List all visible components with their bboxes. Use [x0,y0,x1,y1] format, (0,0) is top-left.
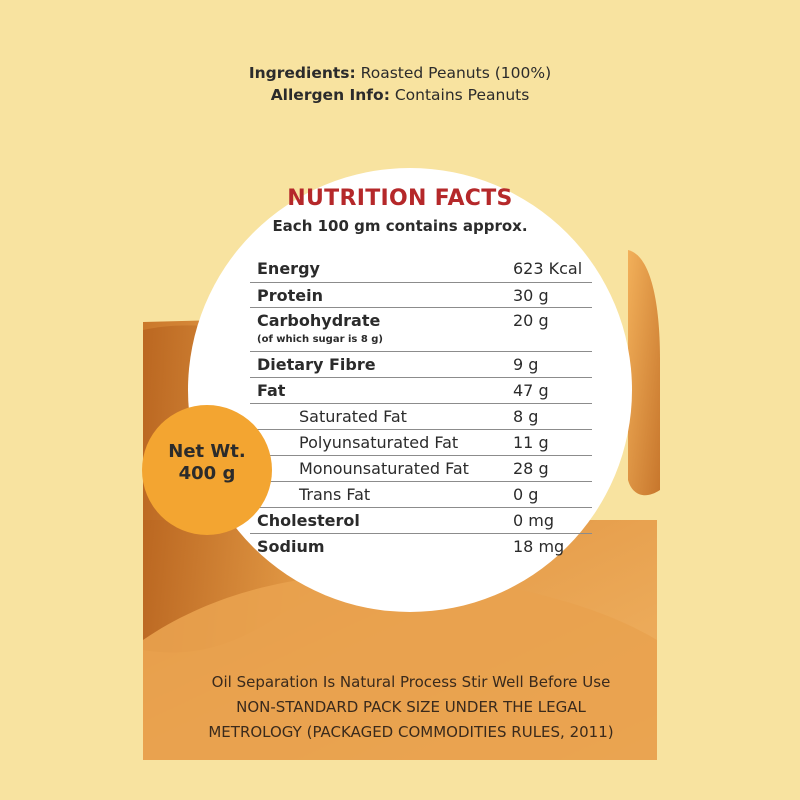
nutrient-name: Protein [257,286,323,305]
nutrition-circle [188,168,632,612]
nutrient-value: 47 g [513,381,549,400]
nutrient-value: 9 g [513,355,539,374]
net-weight-label: Net Wt. [168,441,246,462]
nutrient-value: 20 g [513,311,549,330]
nutrition-subtitle: Each 100 gm contains approx. [272,217,528,235]
nutrient-value: 0 mg [513,511,555,530]
nutrition-title: NUTRITION FACTS [287,186,513,211]
nutrient-name: Polyunsaturated Fat [299,433,459,452]
nutrient-name: Saturated Fat [299,407,407,426]
allergen-value: Contains Peanuts [394,86,530,104]
nutrition-row-monounsaturated-fat: Monounsaturated Fat 28 g [250,456,592,482]
nutrient-value: 8 g [513,407,539,426]
nutrition-row-carbohydrate: Carbohydrate (of which sugar is 8 g) 20 … [250,308,592,352]
net-weight-badge [142,405,272,535]
nutrition-row-cholesterol: Cholesterol 0 mg [250,508,592,534]
ingredients-line: Ingredients: Roasted Peanuts (100%) [0,62,800,84]
nutrient-name: Dietary Fibre [257,355,376,374]
nutrition-row-saturated-fat: Saturated Fat 8 g [250,404,592,430]
footer-line-1: Oil Separation Is Natural Process Stir W… [211,673,611,691]
peanut-butter-swirl-lower [143,573,657,760]
ingredients-block: Ingredients: Roasted Peanuts (100%) Alle… [0,62,800,106]
nutrient-value: 30 g [513,286,549,305]
nutrient-name: Energy [257,259,320,278]
nutrient-name: Trans Fat [299,485,371,504]
nutrition-row-protein: Protein 30 g [250,283,592,308]
allergen-line: Allergen Info: Contains Peanuts [0,84,800,106]
nutrient-name: Monounsaturated Fat [299,459,469,478]
footer-line-2: NON-STANDARD PACK SIZE UNDER THE LEGAL [236,698,586,716]
footer-line-3: METROLOGY (PACKAGED COMMODITIES RULES, 2… [208,723,614,741]
nutrient-name: Carbohydrate [257,311,381,330]
allergen-label: Allergen Info: [270,86,390,104]
nutrition-row-polyunsaturated-fat: Polyunsaturated Fat 11 g [250,430,592,456]
nutrient-name: Sodium [257,537,325,556]
nutrient-value: 28 g [513,459,549,478]
nutrition-row-trans-fat: Trans Fat 0 g [250,482,592,508]
ingredients-label: Ingredients: [248,64,356,82]
nutrition-row-dietary-fibre: Dietary Fibre 9 g [250,352,592,378]
nutrition-row-fat: Fat 47 g [250,378,592,404]
net-weight-value: 400 g [178,463,236,484]
nutrient-value: 0 g [513,485,539,504]
right-swirl [628,250,660,496]
ingredients-value: Roasted Peanuts (100%) [360,64,552,82]
nutrient-value: 11 g [513,433,549,452]
nutrition-row-sodium: Sodium 18 mg [250,534,592,559]
nutrition-row-energy: Energy 623 Kcal [250,256,592,283]
nutrient-value: 623 Kcal [513,259,583,278]
nutrient-name: Cholesterol [257,511,360,530]
net-weight-text: Net Wt. 400 g [142,441,272,485]
footer-notes: Oil Separation Is Natural Process Stir W… [143,670,679,745]
nutrition-table: Energy 623 Kcal Protein 30 g Carbohydrat… [250,256,592,559]
nutrient-note: (of which sugar is 8 g) [257,334,384,345]
nutrient-name: Fat [257,381,286,400]
nutrient-value: 18 mg [513,537,565,556]
